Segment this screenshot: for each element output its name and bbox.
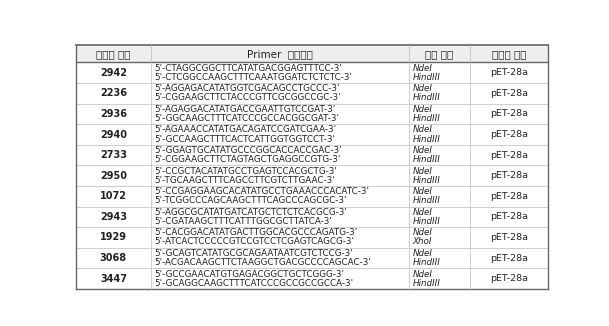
Text: 클로닝 벡터: 클로닝 벡터 <box>492 49 526 59</box>
Text: 5'-TCGGCCCAGCAAGCTTTCAGCCCAGCGC-3': 5'-TCGGCCCAGCAAGCTTTCAGCCCAGCGC-3' <box>155 196 347 205</box>
Text: HindIII: HindIII <box>413 155 440 164</box>
Text: HindIII: HindIII <box>413 93 440 102</box>
Text: pET-28a: pET-28a <box>490 233 528 242</box>
Text: HindIII: HindIII <box>413 176 440 185</box>
Text: 3068: 3068 <box>100 253 127 263</box>
Text: 5'-CGATAAGCTTTCATTTGGCGCTTATCA-3': 5'-CGATAAGCTTTCATTTGGCGCTTATCA-3' <box>155 217 333 226</box>
Text: pET-28a: pET-28a <box>490 192 528 201</box>
Text: NdeI: NdeI <box>413 208 432 217</box>
Text: HindIII: HindIII <box>413 73 440 82</box>
Text: pET-28a: pET-28a <box>490 151 528 160</box>
Text: 5'-CACGGACATATGACTTGGCACGCCCAGATG-3': 5'-CACGGACATATGACTTGGCACGCCCAGATG-3' <box>155 229 357 237</box>
Text: 유전자 번호: 유전자 번호 <box>96 49 131 59</box>
Text: NdeI: NdeI <box>413 84 432 93</box>
Text: NdeI: NdeI <box>413 146 432 155</box>
Text: 2943: 2943 <box>100 212 127 222</box>
Text: 2940: 2940 <box>100 129 127 140</box>
Text: NdeI: NdeI <box>413 167 432 176</box>
Text: 5'-CGGAAGCTTCTACCCGTTCGCGGCCGC-3': 5'-CGGAAGCTTCTACCCGTTCGCGGCCGC-3' <box>155 93 341 102</box>
Text: pET-28a: pET-28a <box>490 254 528 262</box>
Text: 5'-AGAAACCATATGACAGATCCGATCGAA-3': 5'-AGAAACCATATGACAGATCCGATCGAA-3' <box>155 126 337 135</box>
Text: 5'-CTCGGCCAAGCTTTCAAATGGATCTCTCTC-3': 5'-CTCGGCCAAGCTTTCAAATGGATCTCTCTC-3' <box>155 73 353 82</box>
Text: 2236: 2236 <box>100 88 127 98</box>
Text: 5'-CGGAAGCTTCTAGTAGCTGAGGCCGTG-3': 5'-CGGAAGCTTCTAGTAGCTGAGGCCGTG-3' <box>155 155 341 164</box>
Text: 2936: 2936 <box>100 109 127 119</box>
Text: pET-28a: pET-28a <box>490 274 528 283</box>
Text: 2733: 2733 <box>100 150 127 160</box>
Text: XhoI: XhoI <box>413 237 432 246</box>
Text: NdeI: NdeI <box>413 270 432 278</box>
Text: 5'-ACGACAAGCTTCTAAGGCTGACGCCCCAGCAC-3': 5'-ACGACAAGCTTCTAAGGCTGACGCCCCAGCAC-3' <box>155 258 371 267</box>
Text: HindIII: HindIII <box>413 196 440 205</box>
Text: 5'-CCGAGGAAGCACATATGCCTGAAACCCACATC-3': 5'-CCGAGGAAGCACATATGCCTGAAACCCACATC-3' <box>155 187 370 196</box>
Text: 5'-AGAGGACATATGACCGAATTGTCCGAT-3': 5'-AGAGGACATATGACCGAATTGTCCGAT-3' <box>155 105 336 114</box>
Text: 5'-GCCAAGCTTTCACTCATTGGTGGTCCT-3': 5'-GCCAAGCTTTCACTCATTGGTGGTCCT-3' <box>155 135 336 143</box>
Text: HindIII: HindIII <box>413 279 440 288</box>
Text: HindIII: HindIII <box>413 114 440 123</box>
Text: 2950: 2950 <box>100 171 127 181</box>
Text: 5'-ATCACTCCCCCGTCCGTCCTCGAGTCAGCG-3': 5'-ATCACTCCCCCGTCCGTCCTCGAGTCAGCG-3' <box>155 237 354 246</box>
Text: pET-28a: pET-28a <box>490 110 528 118</box>
Text: 1929: 1929 <box>100 232 127 243</box>
Text: 5'-GGCAAGCTTTCATCCCGCCACGGCGAT-3': 5'-GGCAAGCTTTCATCCCGCCACGGCGAT-3' <box>155 114 339 123</box>
Text: 5'-CTAGGCGGCTTCATATGACGGAGTTTCC-3': 5'-CTAGGCGGCTTCATATGACGGAGTTTCC-3' <box>155 64 342 73</box>
Text: 제한 효소: 제한 효소 <box>426 49 454 59</box>
Text: NdeI: NdeI <box>413 229 432 237</box>
Text: pET-28a: pET-28a <box>490 212 528 221</box>
Text: Primer  염기서열: Primer 염기서열 <box>247 49 312 59</box>
Text: 5'-GCCGAACATGTGAGACGGCTGCTCGGG-3': 5'-GCCGAACATGTGAGACGGCTGCTCGGG-3' <box>155 270 345 278</box>
Bar <box>76 45 548 63</box>
Text: NdeI: NdeI <box>413 64 432 73</box>
Text: pET-28a: pET-28a <box>490 68 528 77</box>
Text: pET-28a: pET-28a <box>490 130 528 139</box>
Text: 5'-AGGCGCATATGATCATGCTCTCTCACGCG-3': 5'-AGGCGCATATGATCATGCTCTCTCACGCG-3' <box>155 208 347 217</box>
Text: NdeI: NdeI <box>413 105 432 114</box>
Text: 3447: 3447 <box>100 274 127 284</box>
Text: 2942: 2942 <box>100 68 127 78</box>
Text: NdeI: NdeI <box>413 126 432 135</box>
Text: 5'-TGCAAGCTTTCAGCCTTCGTCTTGAAC-3': 5'-TGCAAGCTTTCAGCCTTCGTCTTGAAC-3' <box>155 176 335 185</box>
Text: pET-28a: pET-28a <box>490 89 528 98</box>
Text: HindIII: HindIII <box>413 217 440 226</box>
Text: HindIII: HindIII <box>413 135 440 143</box>
Text: NdeI: NdeI <box>413 187 432 196</box>
Text: HindIII: HindIII <box>413 258 440 267</box>
Text: NdeI: NdeI <box>413 249 432 258</box>
Text: 5'-CCGCTACATATGCCTGAGTCCACGCTG-3': 5'-CCGCTACATATGCCTGAGTCCACGCTG-3' <box>155 167 337 176</box>
Text: pET-28a: pET-28a <box>490 171 528 180</box>
Text: 5'-GCAGTCATATGCGCAGAATAATCGTCTCCG-3': 5'-GCAGTCATATGCGCAGAATAATCGTCTCCG-3' <box>155 249 353 258</box>
Text: 1072: 1072 <box>100 191 127 201</box>
Text: 5'-AGGAGACATATGGTCGACAGCCTGCCC-3': 5'-AGGAGACATATGGTCGACAGCCTGCCC-3' <box>155 84 340 93</box>
Text: 5'-GGAGTGCATATGCCCGGCACCACCGAC-3': 5'-GGAGTGCATATGCCCGGCACCACCGAC-3' <box>155 146 342 155</box>
Text: 5'-GCAGGCAAGCTTTCATCCCGCCGCCGCCA-3': 5'-GCAGGCAAGCTTTCATCCCGCCGCCGCCA-3' <box>155 279 354 288</box>
